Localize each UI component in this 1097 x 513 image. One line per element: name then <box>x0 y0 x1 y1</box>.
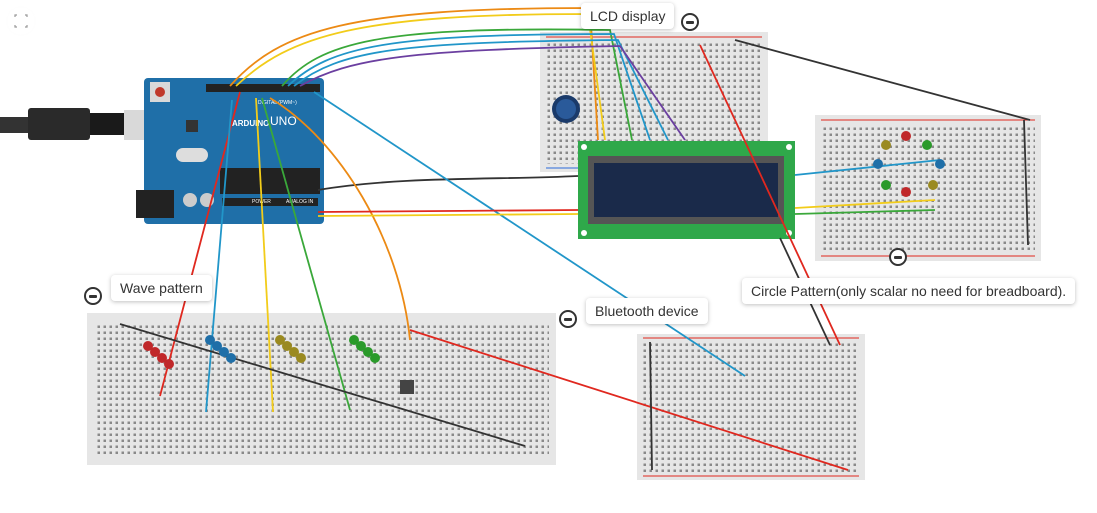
lcd-module[interactable] <box>578 141 795 239</box>
note-wave-pattern[interactable]: Wave pattern <box>111 275 212 301</box>
collapse-lcd-note-icon[interactable] <box>681 13 699 31</box>
breadboard-bluetooth[interactable] <box>637 334 865 480</box>
arduino-model-label: UNO <box>270 114 297 128</box>
breadboard-circle[interactable] <box>815 115 1041 261</box>
arduino-analog-label: ANALOG IN <box>286 199 314 205</box>
note-bluetooth-device[interactable]: Bluetooth device <box>586 298 708 324</box>
push-button[interactable] <box>400 380 414 394</box>
note-circle-pattern[interactable]: Circle Pattern(only scalar no need for b… <box>742 278 1076 304</box>
collapse-bluetooth-note-icon[interactable] <box>559 310 577 328</box>
circle-leds[interactable] <box>873 131 945 197</box>
fit-view-button[interactable] <box>6 6 36 36</box>
potentiometer[interactable] <box>552 95 580 123</box>
collapse-circle-note-icon[interactable] <box>889 248 907 266</box>
fit-view-icon <box>14 14 28 28</box>
wave-leds[interactable] <box>143 335 380 369</box>
collapse-wave-note-icon[interactable] <box>84 287 102 305</box>
note-lcd-display[interactable]: LCD display <box>581 3 675 29</box>
arduino-brand-label: ARDUINO <box>232 119 269 128</box>
arduino-uno-board[interactable]: ARDUINO UNO DIGITAL (PWM~) POWER ANALOG … <box>136 78 324 224</box>
wires[interactable] <box>119 7 1031 471</box>
